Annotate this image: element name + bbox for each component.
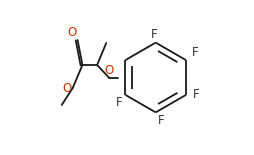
Text: F: F <box>193 89 200 101</box>
Text: O: O <box>67 26 76 39</box>
Text: F: F <box>116 97 123 109</box>
Text: F: F <box>151 28 157 41</box>
Text: F: F <box>158 114 165 127</box>
Text: O: O <box>105 64 114 77</box>
Text: F: F <box>192 46 198 58</box>
Text: O: O <box>62 82 71 95</box>
